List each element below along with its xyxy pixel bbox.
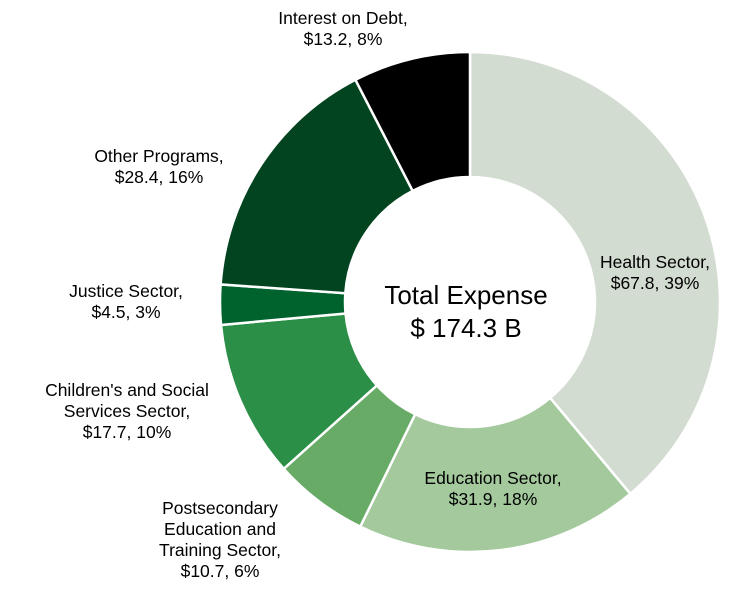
data-label-line: $4.5, 3% xyxy=(91,302,160,322)
data-label-health-sector: Health Sector, $67.8, 39% xyxy=(600,252,710,293)
data-label-line: $13.2, 8% xyxy=(304,29,383,49)
data-label-line: $31.9, 18% xyxy=(449,489,538,509)
data-label-line: $28.4, 16% xyxy=(115,167,204,187)
data-label-line: Education Sector, xyxy=(424,468,561,488)
data-label-line: Postsecondary xyxy=(162,498,278,518)
data-label-line: Other Programs, xyxy=(94,146,223,166)
data-label-postsecondary-education-and-training-sector: Postsecondary Education and Training Secto… xyxy=(159,498,281,581)
data-label-justice-sector: Justice Sector, $4.5, 3% xyxy=(69,281,183,322)
data-label-line: Training Sector, xyxy=(159,540,281,560)
data-label-line: Justice Sector, xyxy=(69,281,183,301)
data-label-line: $67.8, 39% xyxy=(611,273,700,293)
data-label-line: $17.7, 10% xyxy=(83,422,172,442)
labels-group: Health Sector, $67.8, 39% Education Sector… xyxy=(45,8,710,581)
slice-other-programs xyxy=(219,78,415,295)
data-label-line: Interest on Debt, xyxy=(278,8,407,28)
slice-interest-on-debt xyxy=(353,50,472,193)
data-label-other-programs: Other Programs, $28.4, 16% xyxy=(94,146,223,187)
data-label-interest-on-debt: Interest on Debt, $13.2, 8% xyxy=(278,8,407,49)
slice-education-sector xyxy=(358,396,633,554)
data-label-education-sector: Education Sector, $31.9, 18% xyxy=(424,468,561,509)
data-label-line: Services Sector, xyxy=(64,401,190,421)
data-label-children-s-and-social-services-sector: Children's and Social Services Sector, $17… xyxy=(45,380,209,442)
data-label-line: Education and xyxy=(164,519,276,539)
data-label-line: Health Sector, xyxy=(600,252,710,272)
center-label-total: $ 174.3 B xyxy=(410,313,521,343)
center-label-title: Total Expense xyxy=(384,280,547,310)
slices-group xyxy=(218,50,722,554)
data-label-line: Children's and Social xyxy=(45,380,209,400)
data-label-line: $10.7, 6% xyxy=(181,561,260,581)
slice-health-sector xyxy=(468,50,722,496)
